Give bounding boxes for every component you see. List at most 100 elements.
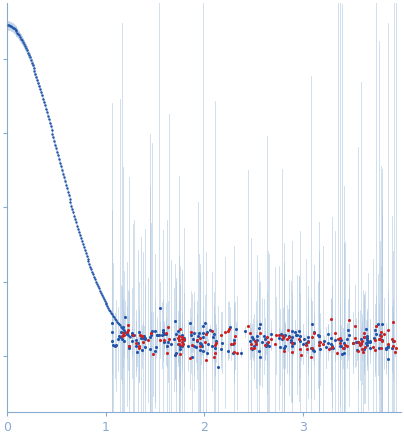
Point <box>256 348 262 355</box>
Point <box>276 332 282 339</box>
Point <box>154 332 160 339</box>
Point <box>371 334 377 341</box>
Point <box>248 346 255 353</box>
Point <box>367 345 373 352</box>
Point <box>342 341 348 348</box>
Point <box>129 330 136 337</box>
Point <box>244 323 251 330</box>
Point <box>45 116 52 123</box>
Point <box>297 338 303 345</box>
Point <box>198 341 204 348</box>
Point <box>246 330 253 337</box>
Point <box>213 340 219 347</box>
Point <box>110 341 116 348</box>
Point <box>363 339 370 346</box>
Point <box>73 219 79 226</box>
Point <box>160 331 167 338</box>
Point <box>74 222 80 229</box>
Point <box>111 314 117 321</box>
Point <box>86 260 93 267</box>
Point <box>38 89 44 96</box>
Point <box>289 340 296 347</box>
Point <box>328 316 335 323</box>
Point <box>163 330 169 337</box>
Point <box>110 312 116 319</box>
Point <box>102 299 109 306</box>
Point <box>212 342 218 349</box>
Point <box>147 345 153 352</box>
Point <box>136 329 143 336</box>
Point <box>116 321 122 328</box>
Point <box>277 343 283 350</box>
Point <box>135 344 142 351</box>
Point <box>298 351 304 358</box>
Point <box>209 343 216 350</box>
Point <box>115 319 121 326</box>
Point <box>139 333 145 340</box>
Point <box>71 212 78 219</box>
Point <box>364 342 370 349</box>
Point <box>379 337 385 344</box>
Point <box>124 330 130 337</box>
Point <box>138 334 145 341</box>
Point <box>124 327 131 334</box>
Point <box>8 23 14 30</box>
Point <box>377 331 383 338</box>
Point <box>370 343 376 350</box>
Point <box>121 331 127 338</box>
Point <box>308 333 315 340</box>
Point <box>250 344 257 351</box>
Point <box>61 174 67 181</box>
Point <box>137 332 143 339</box>
Point <box>249 334 255 341</box>
Point <box>44 109 50 116</box>
Point <box>355 339 361 346</box>
Point <box>251 343 257 350</box>
Point <box>341 340 347 347</box>
Point <box>218 332 225 339</box>
Point <box>344 336 351 343</box>
Point <box>190 342 197 349</box>
Point <box>316 333 322 340</box>
Point <box>285 333 292 340</box>
Point <box>168 340 175 347</box>
Point <box>389 344 396 351</box>
Point <box>358 336 364 343</box>
Point <box>377 344 384 351</box>
Point <box>231 349 237 356</box>
Point <box>367 338 374 345</box>
Point <box>11 25 17 32</box>
Point <box>309 345 315 352</box>
Point <box>264 342 271 349</box>
Point <box>229 349 236 356</box>
Point <box>338 350 345 357</box>
Point <box>229 341 236 348</box>
Point <box>257 320 263 327</box>
Point <box>164 343 170 350</box>
Point <box>76 229 82 236</box>
Point <box>332 336 338 343</box>
Point <box>37 85 43 92</box>
Point <box>125 343 132 350</box>
Point <box>181 335 187 342</box>
Point <box>113 342 120 349</box>
Point <box>16 32 23 39</box>
Point <box>379 320 385 327</box>
Point <box>175 328 182 335</box>
Point <box>291 340 297 347</box>
Point <box>364 336 370 343</box>
Point <box>57 160 63 166</box>
Point <box>280 347 287 354</box>
Point <box>90 271 97 278</box>
Point <box>337 342 343 349</box>
Point <box>119 335 125 342</box>
Point <box>297 346 303 353</box>
Point <box>55 152 61 159</box>
Point <box>91 274 97 281</box>
Point <box>253 341 260 348</box>
Point <box>147 333 154 340</box>
Point <box>83 253 90 260</box>
Point <box>252 337 259 344</box>
Point <box>99 293 106 300</box>
Point <box>67 199 74 206</box>
